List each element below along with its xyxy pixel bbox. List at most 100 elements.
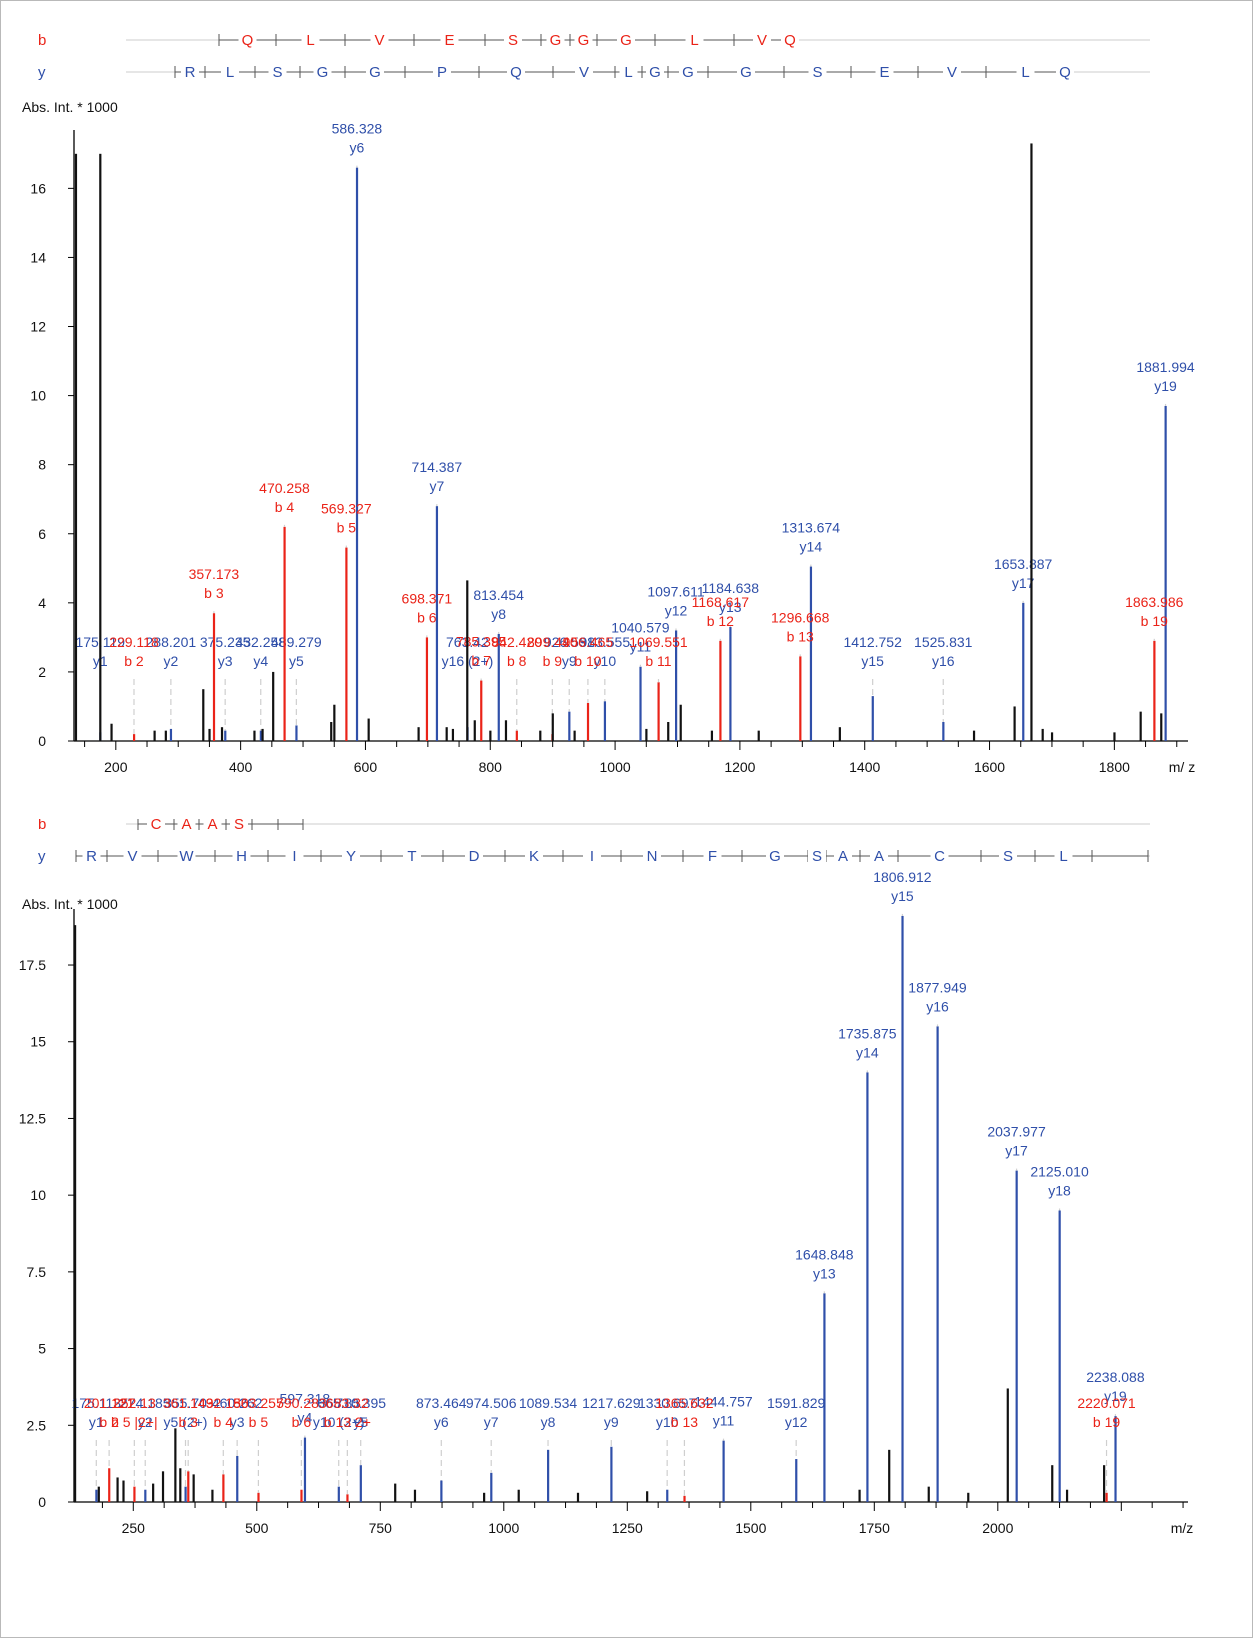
ladder-y-gap (366, 63, 384, 81)
unassigned-peak (253, 730, 256, 741)
ladder-b-gap (504, 31, 522, 49)
ladder-y-residue: I (590, 848, 594, 865)
y-peak (1058, 1210, 1061, 1502)
ladder-y-residue: D (469, 848, 480, 865)
x-axis-label: m/ z (1169, 759, 1195, 775)
ladder-y-residue: T (407, 848, 416, 865)
ladder-b-gap (230, 819, 248, 833)
ladder-y-gap (525, 847, 543, 865)
ladder-y-residue: A (838, 848, 848, 865)
peak-mz-label: 1648.848 (795, 1246, 854, 1262)
y-peak (355, 167, 359, 741)
peak-mz-label: 229.118 (109, 634, 159, 650)
y-peak (295, 725, 298, 741)
peak-ion-label: b 6 (417, 609, 437, 625)
y-peak (901, 915, 904, 1502)
ladder-y-residue: F (708, 848, 717, 865)
peak-mz-label: 1168.617 (692, 594, 750, 610)
ladder-y-residue: C (934, 848, 945, 865)
b-peak (425, 637, 429, 741)
peak-ion-label: y6 (434, 1414, 449, 1430)
peak-ion-label: y9 (604, 1414, 619, 1430)
ladder-y-gap (285, 847, 304, 865)
peak-mz-label: 1097.611 (647, 583, 705, 599)
y-peak (603, 701, 607, 741)
ladder-y-gap (766, 847, 784, 865)
unassigned-peak (1013, 706, 1016, 741)
unassigned-peak (1065, 1489, 1069, 1502)
unassigned-peak (261, 728, 264, 741)
unassigned-peak (116, 1477, 119, 1502)
ladder-b-gap (203, 819, 222, 833)
peak-ion-label: b 12 (707, 613, 734, 629)
ladder-y-gap (82, 847, 101, 865)
unassigned-peak (757, 730, 760, 741)
y-peak (729, 627, 732, 741)
ladder-y-gap (679, 63, 697, 81)
ladder-b-residue: V (374, 32, 384, 49)
peak-mz-label: 1296.668 (771, 609, 830, 625)
y-peak (1015, 1170, 1018, 1502)
unassigned-peak (174, 1428, 177, 1502)
unassigned-peak (330, 722, 333, 741)
y-peak (1164, 405, 1167, 741)
unassigned-peak (858, 1489, 861, 1502)
peak-ion-label: y14 (800, 539, 823, 555)
ladder-y-gap (999, 847, 1017, 865)
y-peak (809, 566, 813, 741)
unassigned-peak (539, 730, 542, 741)
peak-ion-label: y10 (594, 653, 617, 669)
b-peak (515, 730, 518, 741)
x-axis-label: m/z (1171, 1520, 1194, 1536)
ladder-y-residue: N (647, 848, 658, 865)
x-tick-label: 400 (229, 759, 253, 775)
ladder-y-residue: I (292, 848, 296, 865)
y-tick-label: 0 (38, 733, 46, 749)
y-tick-label: 5 (38, 1341, 46, 1357)
peak-mz-label: 288.201 (146, 634, 197, 650)
unassigned-peak (97, 1486, 100, 1502)
ladder-y-residue: H (236, 848, 247, 865)
ladder-y-residue: V (947, 64, 957, 81)
ladder-y-gap (268, 63, 287, 81)
ladder-y-residue: G (769, 848, 781, 865)
ladder-y-residue: S (1003, 848, 1013, 865)
y-tick-label: 4 (38, 595, 46, 611)
ladder-y-gap (875, 63, 894, 81)
peak-ion-label: b 9 (543, 653, 563, 669)
ladder-b-gap (617, 31, 635, 49)
peak-ion-label: y12 (665, 602, 688, 618)
unassigned-peak (192, 1474, 195, 1502)
peak-mz-label: 586.328 (332, 121, 383, 137)
ladder-y-residue: S (812, 64, 822, 81)
peak-ion-label: b 3 (204, 585, 224, 601)
ladder-y-gap (583, 847, 601, 865)
ladder-y-residue: V (127, 848, 137, 865)
ladder-b-residue: L (690, 32, 698, 49)
y-peak (144, 1489, 147, 1502)
peak-ion-label: y11 (713, 1413, 735, 1429)
b-peak (132, 734, 136, 741)
peak-mz-label: 714.387 (412, 459, 463, 475)
y-tick-label: 10 (30, 1187, 46, 1203)
unassigned-peak (73, 925, 77, 1502)
ladder-y-gap (1016, 63, 1035, 81)
x-tick-label: 1750 (859, 1520, 890, 1536)
peak-ion-label: y13 (719, 599, 742, 615)
peak-ion-label: y14 (856, 1044, 879, 1060)
unassigned-peak (483, 1492, 486, 1502)
peak-ion-label: y8 (541, 1414, 556, 1430)
y-peak (639, 666, 642, 741)
peak-mz-label: 590.283 (276, 1395, 327, 1411)
unassigned-peak (333, 704, 336, 741)
x-tick-label: 200 (104, 759, 128, 775)
unassigned-peak (1041, 728, 1044, 741)
ladder-b-gap (685, 31, 704, 49)
peak-mz-label: 460.262 (212, 1395, 263, 1411)
peak-ion-label: b 2 (99, 1414, 119, 1430)
ladder-b-gap (370, 31, 389, 49)
peak-ion-label: y10 (656, 1414, 679, 1430)
ladder-y-residue: V (579, 64, 589, 81)
ladder-y-gap (1056, 63, 1074, 81)
ladder-y-residue: Q (510, 64, 522, 81)
